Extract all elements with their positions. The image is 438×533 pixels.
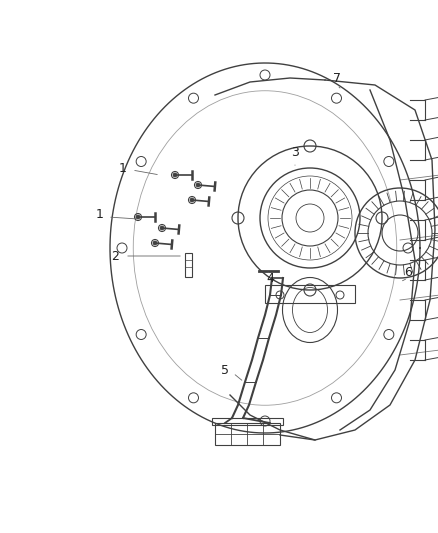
Bar bbox=[265, 285, 355, 303]
Text: 7: 7 bbox=[333, 71, 341, 85]
Circle shape bbox=[190, 198, 194, 202]
Text: 1: 1 bbox=[119, 161, 127, 174]
Text: 5: 5 bbox=[221, 364, 229, 376]
Circle shape bbox=[196, 183, 200, 187]
Text: 4: 4 bbox=[266, 271, 274, 285]
Text: 1: 1 bbox=[96, 208, 104, 222]
Circle shape bbox=[153, 241, 157, 245]
Bar bbox=[212, 418, 283, 425]
Text: 6: 6 bbox=[404, 265, 412, 279]
Text: 3: 3 bbox=[291, 146, 299, 158]
Text: 2: 2 bbox=[111, 249, 119, 262]
Circle shape bbox=[136, 215, 140, 219]
Circle shape bbox=[173, 173, 177, 177]
Bar bbox=[185, 253, 192, 277]
Bar bbox=[215, 423, 280, 445]
Circle shape bbox=[160, 226, 164, 230]
